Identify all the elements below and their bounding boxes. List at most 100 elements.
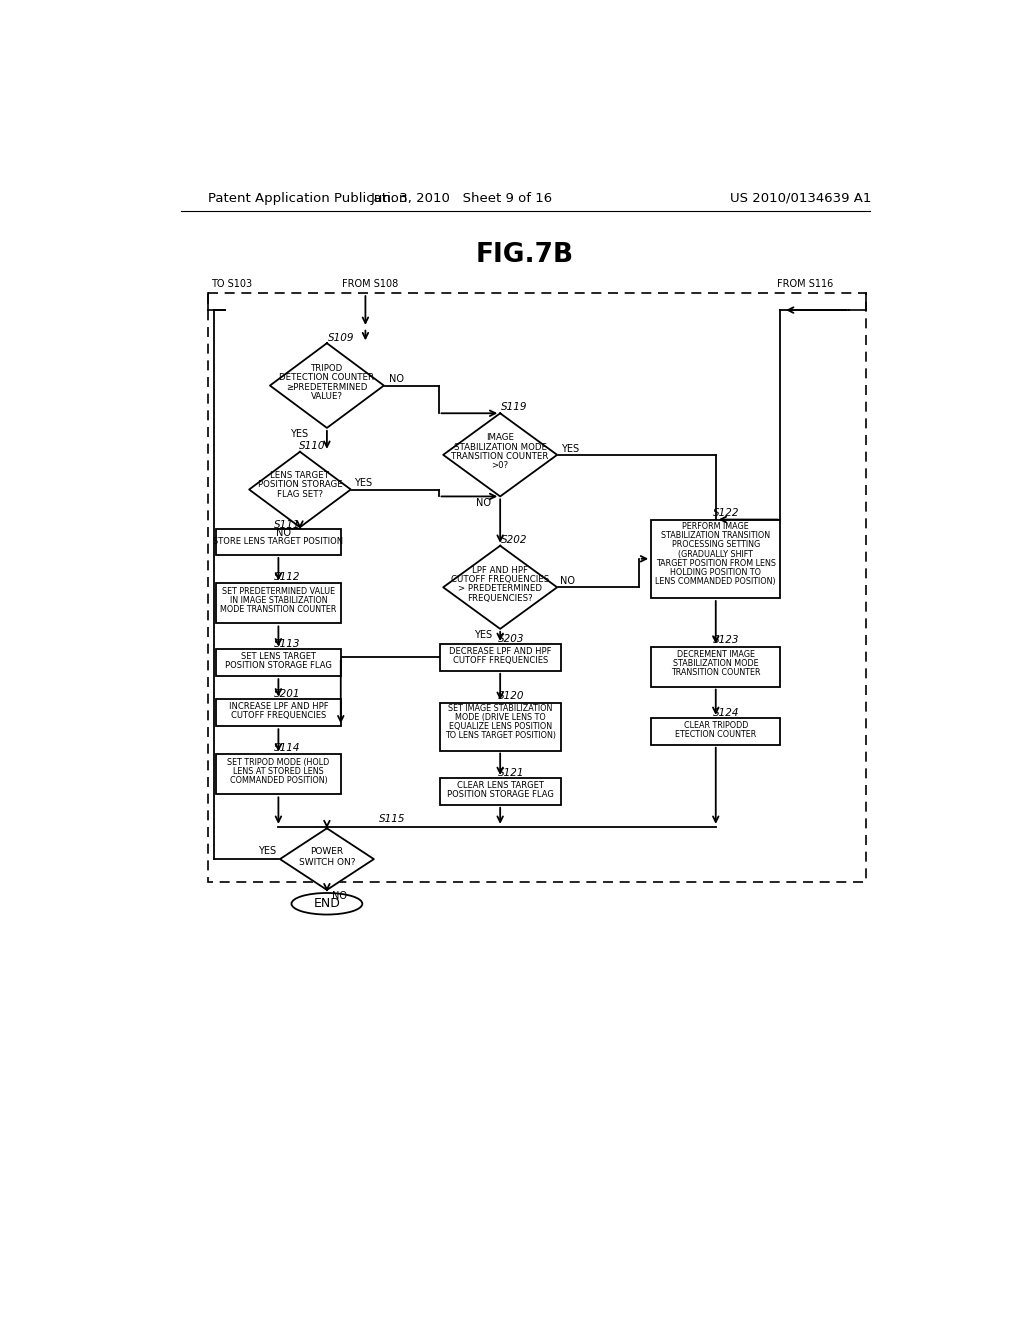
- Text: FIG.7B: FIG.7B: [476, 242, 573, 268]
- Text: LENS TARGET: LENS TARGET: [270, 471, 330, 480]
- Text: S120: S120: [498, 690, 524, 701]
- Text: S123: S123: [714, 635, 739, 645]
- Text: MODE (DRIVE LENS TO: MODE (DRIVE LENS TO: [455, 713, 546, 722]
- Text: TRIPOD: TRIPOD: [311, 364, 343, 374]
- Text: (GRADUALLY SHIFT: (GRADUALLY SHIFT: [678, 549, 754, 558]
- Text: S203: S203: [498, 634, 524, 644]
- Text: NO: NO: [332, 891, 346, 902]
- Text: CLEAR LENS TARGET: CLEAR LENS TARGET: [457, 780, 544, 789]
- Text: >0?: >0?: [492, 461, 509, 470]
- Bar: [439, 702, 560, 751]
- Text: S114: S114: [274, 743, 301, 754]
- Text: IMAGE: IMAGE: [486, 433, 514, 442]
- Bar: [439, 777, 560, 805]
- Text: STABILIZATION MODE: STABILIZATION MODE: [454, 442, 547, 451]
- Bar: [216, 649, 341, 676]
- Bar: [651, 647, 780, 686]
- Text: POSITION STORAGE: POSITION STORAGE: [258, 480, 342, 490]
- Text: DETECTION COUNTER: DETECTION COUNTER: [280, 374, 375, 383]
- Text: S111: S111: [274, 520, 301, 529]
- Text: SET LENS TARGET: SET LENS TARGET: [241, 652, 315, 661]
- Text: FLAG SET?: FLAG SET?: [276, 490, 323, 499]
- Text: SET IMAGE STABILIZATION: SET IMAGE STABILIZATION: [447, 704, 552, 713]
- Polygon shape: [249, 451, 351, 527]
- Text: NO: NO: [275, 528, 291, 539]
- Text: S112: S112: [274, 573, 301, 582]
- Text: S109: S109: [328, 333, 354, 343]
- Text: S110: S110: [299, 441, 326, 451]
- Text: PROCESSING SETTING: PROCESSING SETTING: [672, 540, 760, 549]
- Text: IN IMAGE STABILIZATION: IN IMAGE STABILIZATION: [229, 595, 328, 605]
- Bar: [651, 520, 780, 598]
- Text: TRANSITION COUNTER: TRANSITION COUNTER: [671, 668, 761, 677]
- Bar: [216, 583, 341, 623]
- Bar: [439, 644, 560, 671]
- Text: FROM S116: FROM S116: [777, 279, 834, 289]
- Text: Patent Application Publication: Patent Application Publication: [208, 191, 407, 205]
- Text: SET TRIPOD MODE (HOLD: SET TRIPOD MODE (HOLD: [227, 758, 330, 767]
- Text: YES: YES: [354, 478, 372, 488]
- Text: YES: YES: [561, 444, 580, 454]
- Bar: [216, 755, 341, 795]
- Text: TO S103: TO S103: [211, 279, 253, 289]
- Text: VALUE?: VALUE?: [311, 392, 343, 401]
- Text: CUTOFF FREQUENCIES: CUTOFF FREQUENCIES: [230, 711, 326, 721]
- Text: STORE LENS TARGET POSITION: STORE LENS TARGET POSITION: [213, 537, 343, 546]
- Text: US 2010/0134639 A1: US 2010/0134639 A1: [730, 191, 871, 205]
- Text: POSITION STORAGE FLAG: POSITION STORAGE FLAG: [446, 789, 554, 799]
- Text: YES: YES: [474, 630, 493, 640]
- Text: END: END: [313, 898, 340, 911]
- Bar: [216, 700, 341, 726]
- Text: POSITION STORAGE FLAG: POSITION STORAGE FLAG: [225, 661, 332, 671]
- Text: S121: S121: [498, 768, 524, 777]
- Text: NO: NO: [560, 576, 575, 586]
- Text: S124: S124: [714, 708, 739, 718]
- Text: POWER: POWER: [310, 847, 343, 855]
- Text: ETECTION COUNTER: ETECTION COUNTER: [675, 730, 757, 739]
- Text: FROM S108: FROM S108: [342, 279, 398, 289]
- Text: CUTOFF FREQUENCIES: CUTOFF FREQUENCIES: [453, 656, 548, 665]
- Polygon shape: [443, 413, 557, 496]
- Text: EQUALIZE LENS POSITION: EQUALIZE LENS POSITION: [449, 722, 552, 731]
- Bar: [651, 718, 780, 744]
- Text: INCREASE LPF AND HPF: INCREASE LPF AND HPF: [228, 702, 329, 711]
- Text: YES: YES: [290, 429, 307, 440]
- Bar: [208, 293, 866, 882]
- Text: FREQUENCIES?: FREQUENCIES?: [467, 594, 532, 602]
- Text: SWITCH ON?: SWITCH ON?: [299, 858, 355, 867]
- Text: TARGET POSITION FROM LENS: TARGET POSITION FROM LENS: [655, 558, 776, 568]
- Text: > PREDETERMINED: > PREDETERMINED: [458, 585, 542, 593]
- Text: LPF AND HPF: LPF AND HPF: [472, 566, 528, 574]
- Text: TO LENS TARGET POSITION): TO LENS TARGET POSITION): [444, 731, 556, 741]
- Text: DECREASE LPF AND HPF: DECREASE LPF AND HPF: [449, 647, 551, 656]
- Text: TRANSITION COUNTER: TRANSITION COUNTER: [452, 451, 549, 461]
- Text: S115: S115: [379, 814, 406, 824]
- Text: S202: S202: [501, 535, 527, 545]
- Text: DECREMENT IMAGE: DECREMENT IMAGE: [677, 649, 755, 659]
- Bar: [216, 529, 341, 554]
- Text: HOLDING POSITION TO: HOLDING POSITION TO: [671, 568, 761, 577]
- Text: MODE TRANSITION COUNTER: MODE TRANSITION COUNTER: [220, 605, 337, 614]
- Text: NO: NO: [388, 375, 403, 384]
- Text: S113: S113: [274, 639, 301, 649]
- Text: COMMANDED POSITION): COMMANDED POSITION): [229, 776, 328, 785]
- Text: LENS AT STORED LENS: LENS AT STORED LENS: [233, 767, 324, 776]
- Text: CUTOFF FREQUENCIES: CUTOFF FREQUENCIES: [451, 576, 549, 583]
- Text: PERFORM IMAGE: PERFORM IMAGE: [682, 521, 750, 531]
- Text: LENS COMMANDED POSITION): LENS COMMANDED POSITION): [655, 577, 776, 586]
- Text: ≥PREDETERMINED: ≥PREDETERMINED: [287, 383, 368, 392]
- Text: S201: S201: [274, 689, 301, 700]
- Text: STABILIZATION TRANSITION: STABILIZATION TRANSITION: [662, 531, 770, 540]
- Text: YES: YES: [258, 846, 276, 857]
- Text: S122: S122: [714, 508, 739, 517]
- Text: SET PREDETERMINED VALUE: SET PREDETERMINED VALUE: [222, 586, 335, 595]
- Ellipse shape: [292, 892, 362, 915]
- Polygon shape: [270, 343, 384, 428]
- Text: CLEAR TRIPODD: CLEAR TRIPODD: [684, 721, 748, 730]
- Text: Jun. 3, 2010   Sheet 9 of 16: Jun. 3, 2010 Sheet 9 of 16: [371, 191, 553, 205]
- Polygon shape: [443, 545, 557, 628]
- Text: S119: S119: [501, 403, 527, 412]
- Text: STABILIZATION MODE: STABILIZATION MODE: [673, 659, 759, 668]
- Polygon shape: [280, 829, 374, 890]
- Text: NO: NO: [476, 498, 490, 508]
